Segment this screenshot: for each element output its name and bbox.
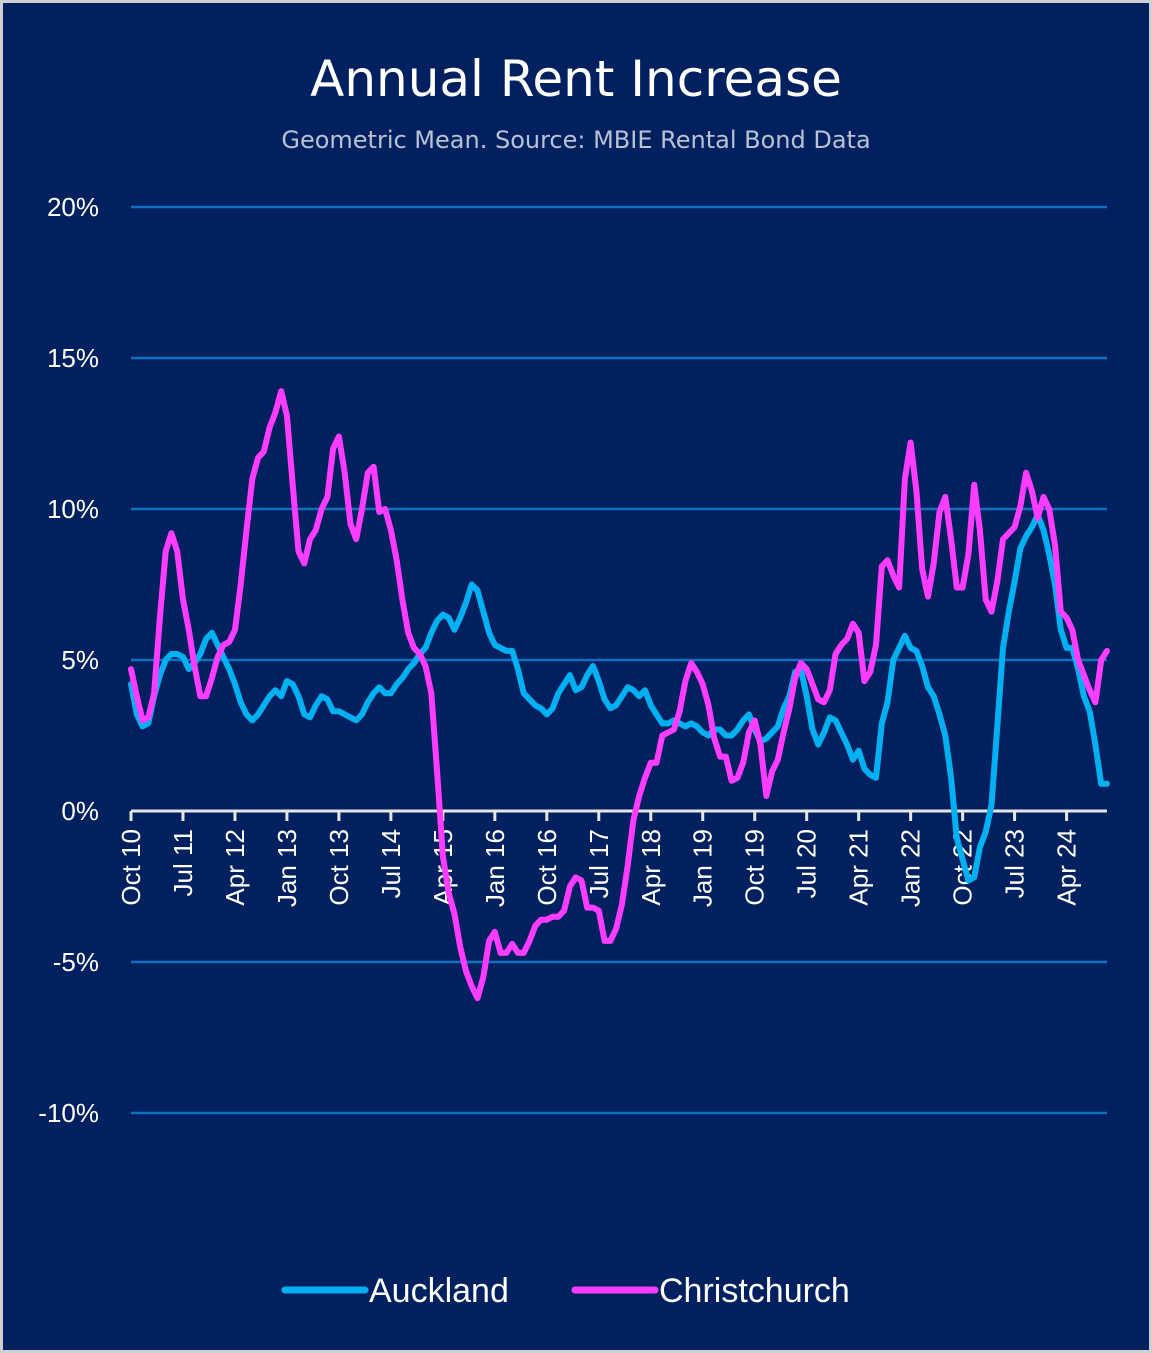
- y-axis: 20% 15% 10% 5% 0% -5% -10%: [38, 192, 99, 1128]
- x-tick-label: Jul 23: [1000, 829, 1030, 898]
- legend: Auckland Christchurch: [281, 1272, 850, 1310]
- x-tick-label: Apr 21: [844, 829, 874, 906]
- legend-label-christchurch: Christchurch: [659, 1272, 850, 1310]
- x-tick-label: Jan 19: [688, 829, 718, 907]
- x-tick-label: Jan 22: [896, 829, 926, 907]
- y-tick-label: 15%: [47, 343, 99, 373]
- series-lines: [128, 388, 1110, 1002]
- y-tick-label: -5%: [53, 947, 99, 977]
- gridlines: [131, 205, 1107, 1115]
- x-axis: Oct 10 Jul 11 Apr 12 Jan 13 Oct 13 Jul 14 Apr …: [116, 809, 1107, 907]
- x-tick-label: Jul 20: [792, 829, 822, 898]
- x-tick-label: Jul 17: [584, 829, 614, 898]
- y-tick-label: 20%: [47, 192, 99, 222]
- series-line-christchurch: [128, 388, 1110, 1002]
- legend-label-auckland: Auckland: [369, 1272, 509, 1310]
- chart-subtitle: Geometric Mean. Source: MBIE Rental Bond…: [281, 126, 870, 154]
- series-line-auckland: [128, 512, 1110, 884]
- chart-title: Annual Rent Increase: [310, 50, 842, 108]
- x-tick-label: Apr 18: [636, 829, 666, 906]
- y-tick-label: 0%: [61, 796, 99, 826]
- y-tick-label: 10%: [47, 494, 99, 524]
- x-tick-label: Jul 14: [376, 829, 406, 898]
- line-chart: Annual Rent Increase Geometric Mean. Sou…: [38, 50, 1110, 1310]
- x-tick-label: Apr 24: [1052, 829, 1082, 906]
- x-tick-label: Apr 12: [220, 829, 250, 906]
- x-tick-label: Jul 11: [168, 829, 198, 896]
- x-tick-label: Oct 16: [532, 829, 562, 906]
- x-tick-label: Oct 19: [740, 829, 770, 906]
- x-tick-label: Oct 10: [116, 829, 146, 906]
- x-tick-label: Oct 13: [324, 829, 354, 906]
- x-tick-label: Jan 13: [272, 829, 302, 907]
- y-tick-label: -10%: [38, 1098, 99, 1128]
- y-tick-label: 5%: [61, 645, 99, 675]
- x-tick-label: Jan 16: [480, 829, 510, 907]
